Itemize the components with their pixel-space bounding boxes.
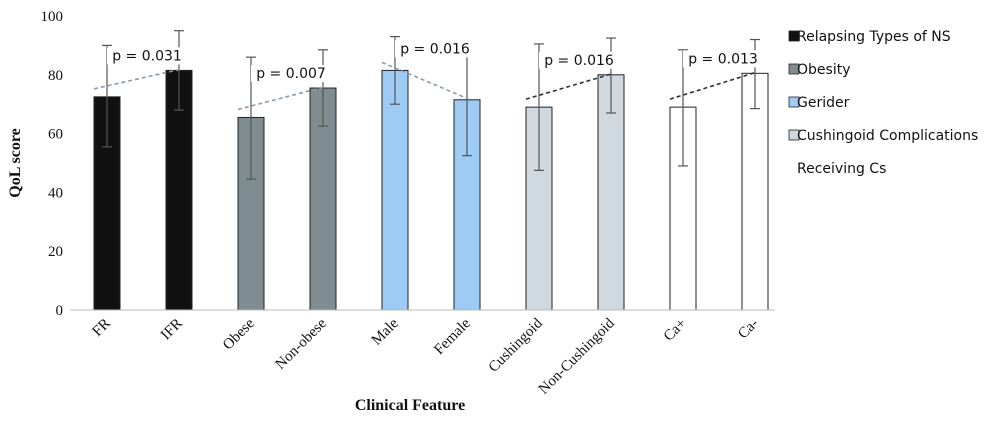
x-tick-label: IFR <box>158 316 186 344</box>
x-tick-label: Female <box>431 315 474 358</box>
p-value-connector <box>93 68 181 90</box>
p-value-label: p = 0.031 <box>112 48 182 64</box>
p-value-label: p = 0.016 <box>400 41 470 57</box>
y-tick-label: 0 <box>56 303 64 319</box>
p-value-connector <box>525 73 613 100</box>
legend: Relapsing Types of NS Obesity Gerider Cushi… <box>788 29 978 177</box>
p-value-annotations: p = 0.031 p = 0.007 p = 0.016 p = 0.016 p = … <box>93 40 763 111</box>
p-value-label-bg <box>395 40 475 58</box>
legend-label: Gerider <box>797 95 850 111</box>
p-value-label-bg <box>683 50 763 68</box>
y-tick-label: 60 <box>48 127 63 143</box>
legend-label: Relapsing Types of NS <box>797 29 951 45</box>
legend-swatch <box>788 63 800 75</box>
x-tick-label: FR <box>90 316 114 340</box>
legend-label: Receiving Cs <box>797 161 886 177</box>
p-value-label-bg <box>107 47 187 65</box>
bars <box>93 69 769 311</box>
x-axis-title: Clinical Feature <box>355 397 465 414</box>
x-tick-label: Non-obese <box>273 315 331 373</box>
legend-swatch <box>788 96 800 108</box>
x-tick-label: Obese <box>220 315 258 353</box>
legend-label: Obesity <box>797 62 850 78</box>
y-tick-label: 40 <box>48 185 63 201</box>
p-value-label-bg <box>539 51 619 69</box>
y-axis-title: QoL score <box>7 128 24 197</box>
p-value-label: p = 0.007 <box>256 66 326 82</box>
x-tick-label: Ca- <box>735 316 762 343</box>
legend-label: Cushingoid Complications <box>797 128 978 144</box>
x-tick-label: Cushingoid <box>486 315 547 376</box>
p-value-label: p = 0.013 <box>688 51 758 67</box>
legend-swatch <box>788 30 800 42</box>
legend-swatch <box>788 129 800 141</box>
p-value-connector <box>381 61 469 100</box>
y-tick-label: 20 <box>48 244 63 260</box>
y-tick-label: 80 <box>48 68 63 84</box>
p-value-connector <box>237 86 325 111</box>
legend-swatch <box>789 163 799 173</box>
x-tick-label: Male <box>369 315 402 348</box>
p-value-label-bg <box>251 65 331 83</box>
x-tick-label: Ca+ <box>661 316 690 345</box>
p-value-connector <box>669 71 757 100</box>
y-axis-ticks: 0 20 40 60 80 100 <box>41 9 64 319</box>
x-axis-ticks: FR IFR Obese Non-obese Male Female CushingoidN… <box>90 315 762 397</box>
p-value-label: p = 0.016 <box>544 53 614 69</box>
x-tick-label: Non-Cushingoid <box>536 315 618 397</box>
y-tick-label: 100 <box>41 9 64 25</box>
bar-non-obese <box>309 87 337 311</box>
bar-male <box>381 69 409 311</box>
